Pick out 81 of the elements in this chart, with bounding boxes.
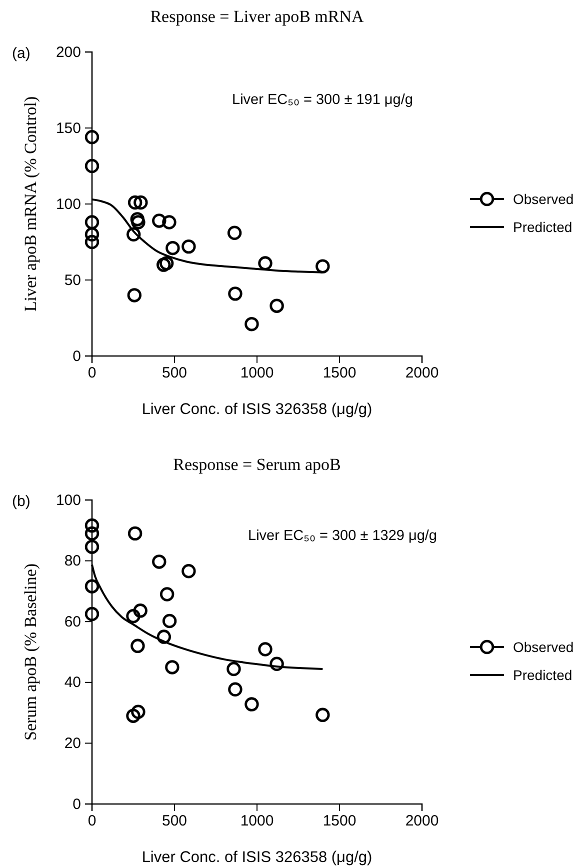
point [159,256,174,270]
x-tick-label: 1000 [240,364,274,382]
point [258,642,272,656]
y-tick-label: 0 [72,796,81,813]
point [84,540,100,554]
point [133,604,148,618]
point [165,660,180,674]
point [84,227,100,242]
point [128,526,142,541]
y-tick-label: 100 [56,492,81,509]
x-tick-label: 1000 [240,812,274,830]
point [152,214,166,228]
point [134,195,148,210]
point [84,518,100,533]
point [270,298,284,313]
point [126,227,141,242]
point [130,212,144,226]
point [84,526,100,541]
x-tick-label: 500 [162,812,188,830]
point [126,708,140,723]
point [130,638,145,654]
point [84,158,100,174]
point [84,606,100,622]
y-tick-label: 80 [64,552,81,570]
point [162,215,176,230]
y-axis-title: Liver apoB mRNA (% Control) [21,96,40,312]
chart-title: Response = Liver apoB mRNA [150,7,365,26]
y-tick-label: 150 [56,120,81,137]
x-tick-label: 1500 [322,812,356,830]
point [316,708,330,722]
point [126,609,140,624]
point [182,564,196,578]
point [226,662,241,676]
y-tick-label: 200 [56,44,81,61]
point [156,630,172,644]
chart-title: Response = Serum apoB [173,455,341,474]
x-tick-label: 2000 [405,364,439,382]
x-tick-label: 0 [88,364,96,382]
x-axis-title: Liver Conc. of ISIS 326358 (μg/g) [142,401,372,418]
y-tick-label: 40 [64,674,81,692]
x-axis-title: Liver Conc. of ISIS 326358 (μg/g) [142,849,372,866]
y-axis-title: Serum apoB (% Baseline) [21,563,40,741]
text: (a) [12,45,30,62]
point [84,215,100,230]
point [228,682,242,696]
point [131,704,146,719]
point [182,239,196,254]
y-tick-label: 60 [64,613,81,630]
x-tick-label: 2000 [405,812,439,830]
point [258,256,272,270]
point [244,316,259,332]
x-tick-label: 1500 [322,364,356,382]
y-tick-label: 100 [56,196,81,213]
point [131,215,146,230]
x-tick-label: 0 [88,812,96,830]
point [227,226,242,240]
annotation: Liver EC₅₀ = 300 ± 1329 μg/g [248,528,437,544]
point [127,288,142,302]
point [244,697,259,712]
x-tick-label: 500 [162,364,188,382]
point [316,259,330,274]
point [228,286,242,301]
legend-label: Observed [513,639,574,655]
point [152,554,166,569]
legend-label: Observed [513,191,574,207]
point [162,614,177,628]
point [166,240,180,256]
legend-label: Predicted [513,667,572,683]
point [270,656,284,671]
point [128,195,142,210]
legend-label: Predicted [513,219,572,235]
y-tick-label: 20 [64,735,81,752]
point [84,130,100,144]
text: (b) [12,493,30,510]
point [160,587,174,602]
y-tick-label: 0 [72,348,81,365]
point [84,234,100,250]
point [156,258,171,272]
y-tick-label: 50 [64,272,81,289]
annotation: Liver EC₅₀ = 300 ± 191 μg/g [232,92,413,108]
point [84,579,100,594]
